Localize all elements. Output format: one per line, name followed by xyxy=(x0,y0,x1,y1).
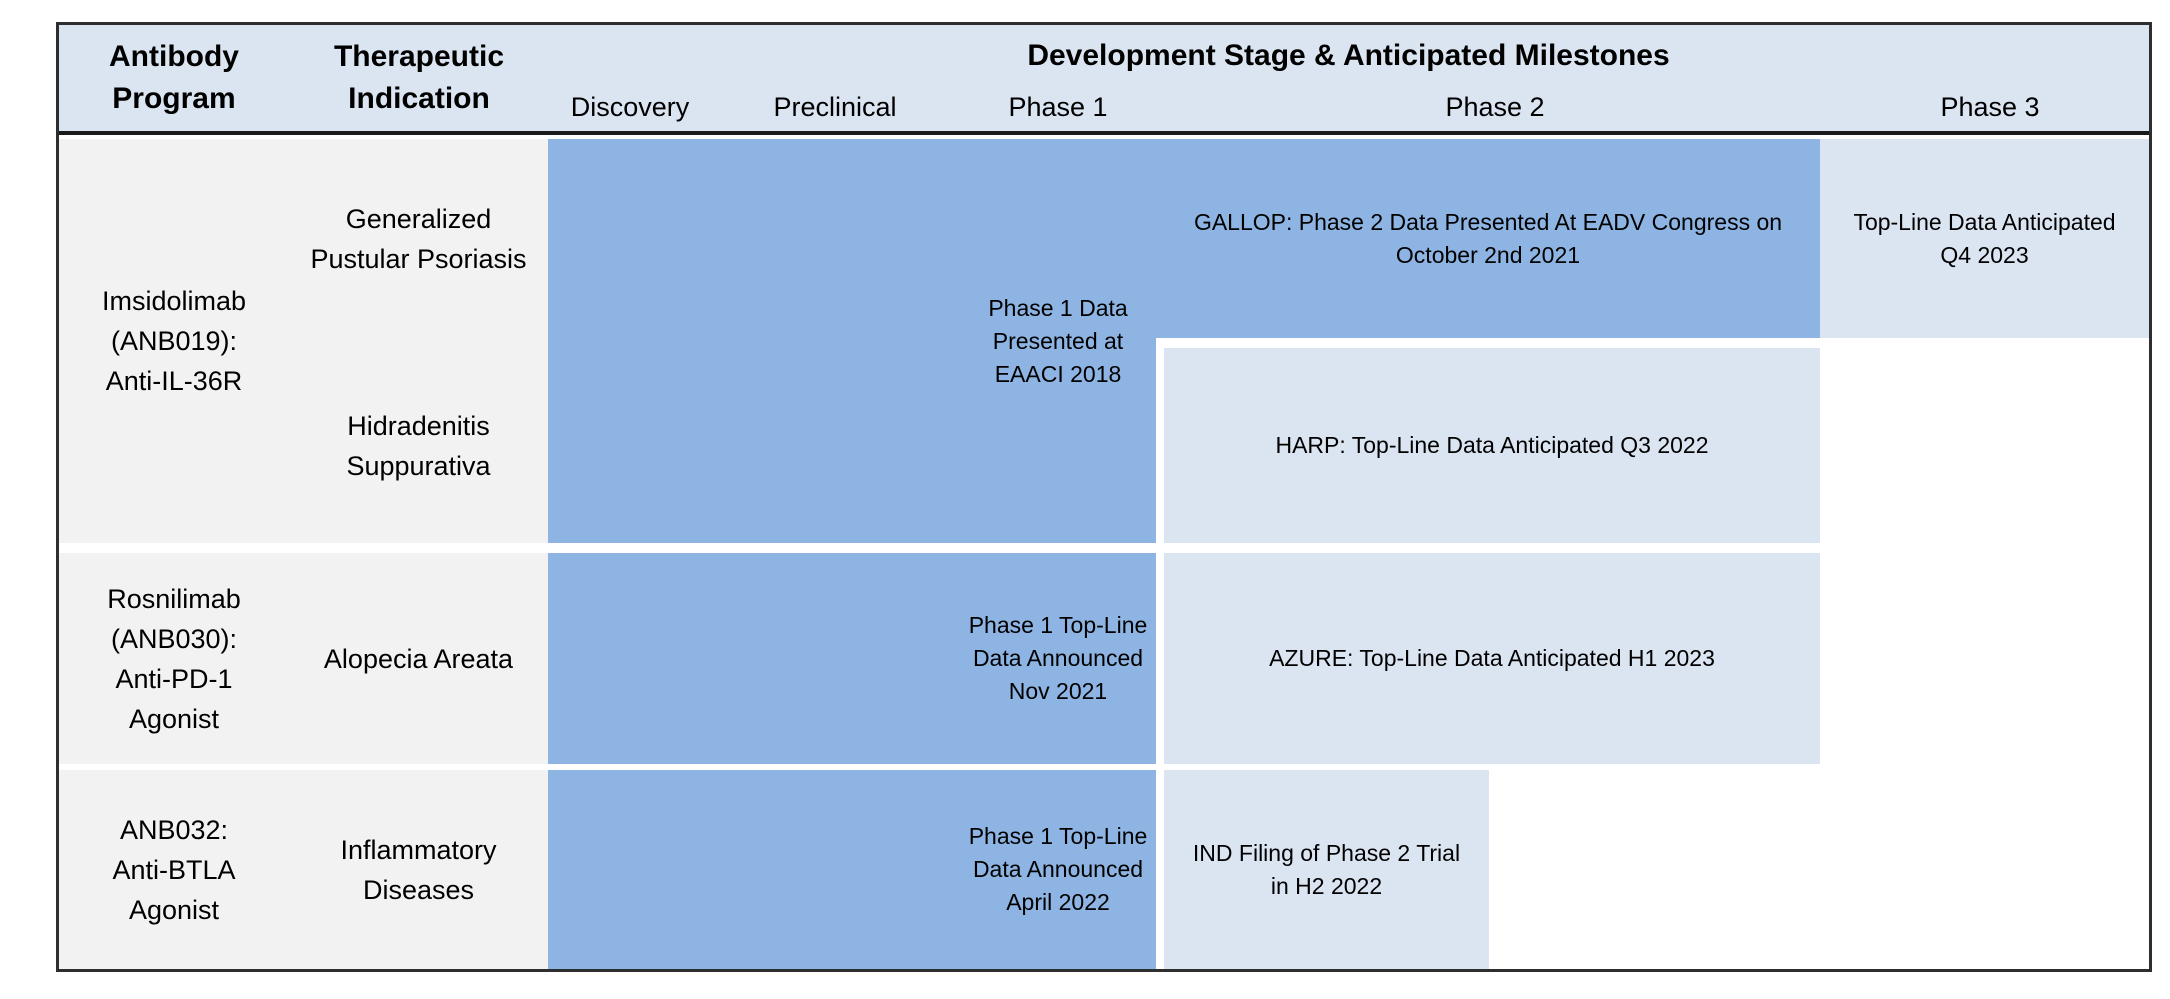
indication-label-hidradenitis: Hidradenitis Suppurativa xyxy=(346,410,491,481)
stage-bar-anb032-phase1: Phase 1 Top-Line Data Announced April 20… xyxy=(548,770,1156,969)
pipeline-table: Antibody Program Therapeutic Indication … xyxy=(56,22,2152,972)
program-label-anb032: ANB032: Anti-BTLA Agonist xyxy=(112,814,236,925)
milestone-text-anb032-phase1: Phase 1 Top-Line Data Announced April 20… xyxy=(968,823,1148,915)
stage-bar-gpp-phase2-gallop: GALLOP: Phase 2 Data Presented At EADV C… xyxy=(1156,139,1820,338)
milestone-bar-rosnilimab-phase2-azure: AZURE: Top-Line Data Anticipated H1 2023 xyxy=(1164,553,1820,764)
header-dev-milestones-title: Development Stage & Anticipated Mileston… xyxy=(1027,39,1670,72)
table-header-band xyxy=(59,25,2149,131)
stage-label-discovery: Discovery xyxy=(570,92,690,122)
indication-label-gpp: Generalized Pustular Psoriasis xyxy=(310,203,527,274)
indication-label-alopecia: Alopecia Areata xyxy=(323,643,514,674)
milestone-bar-anb032-phase2-ind: IND Filing of Phase 2 Trial in H2 2022 xyxy=(1164,770,1489,969)
program-label-imsidolimab: Imsidolimab (ANB019): Anti-IL-36R xyxy=(101,286,247,396)
label-bg-row-imsidolimab xyxy=(59,139,548,543)
header-therapeutic-indication: Therapeutic Indication xyxy=(333,40,505,115)
program-label-rosnilimab: Rosnilimab (ANB030): Anti-PD-1 Agonist xyxy=(107,583,241,734)
milestone-text-rosnilimab-phase1: Phase 1 Top-Line Data Announced Nov 2021 xyxy=(968,612,1148,704)
stage-bar-imsidolimab-phase1: Phase 1 Data Presented at EAACI 2018 xyxy=(548,139,1156,543)
milestone-text-imsidolimab-phase1: Phase 1 Data Presented at EAACI 2018 xyxy=(988,294,1128,387)
label-bg-row-anb032 xyxy=(59,770,548,969)
milestone-bar-hs-phase2-harp: HARP: Top-Line Data Anticipated Q3 2022 xyxy=(1164,348,1820,543)
indication-label-inflammatory: Inflammatory Diseases xyxy=(340,834,497,905)
milestone-bar-gpp-phase3: Top-Line Data Anticipated Q4 2023 xyxy=(1820,139,2149,338)
label-bg-row-rosnilimab xyxy=(59,553,548,764)
stage-bar-rosnilimab-phase1: Phase 1 Top-Line Data Announced Nov 2021 xyxy=(548,553,1156,764)
header-antibody-program: Antibody Program xyxy=(109,40,239,115)
stage-label-preclinical: Preclinical xyxy=(773,92,897,122)
header-divider xyxy=(59,131,2149,135)
stage-label-phase2: Phase 2 xyxy=(1445,92,1545,122)
stage-label-phase1: Phase 1 xyxy=(1008,92,1108,122)
stage-label-phase3: Phase 3 xyxy=(1940,92,2040,122)
